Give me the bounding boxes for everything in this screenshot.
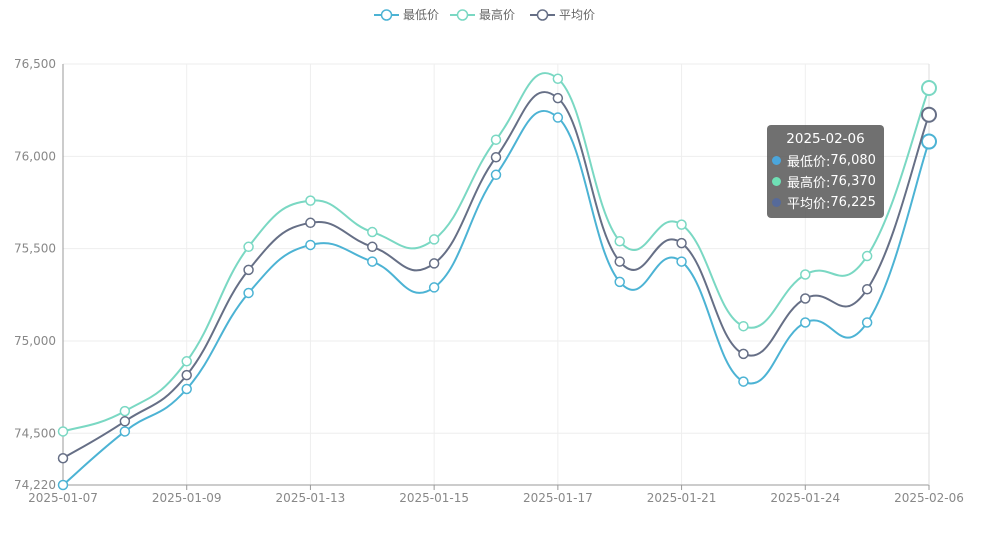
data-point[interactable]: [367, 256, 378, 267]
data-point[interactable]: [614, 276, 625, 288]
data-point[interactable]: [800, 317, 811, 328]
tooltip-title: 2025-02-06: [786, 131, 865, 147]
data-point[interactable]: [243, 241, 254, 253]
tooltip-label-low: 最低价:: [787, 155, 831, 170]
data-point[interactable]: [57, 479, 69, 491]
data-point[interactable]: [243, 264, 254, 276]
tooltip-value-avg: 76,225: [830, 195, 876, 210]
y-tick-label: 74,500: [14, 426, 56, 440]
data-point[interactable]: [428, 234, 440, 245]
x-tick-label: 2025-02-06: [894, 491, 964, 505]
legend-item-最高价[interactable]: 最高价: [450, 7, 515, 22]
legend-marker: [380, 9, 393, 21]
data-point[interactable]: [305, 195, 316, 206]
x-tick-label: 2025-01-24: [770, 491, 840, 505]
legend-marker: [456, 9, 469, 21]
data-point[interactable]: [738, 320, 749, 332]
legend-label: 最低价: [403, 8, 439, 22]
data-point[interactable]: [861, 317, 873, 328]
data-point[interactable]: [861, 284, 873, 295]
legend-item-最低价[interactable]: 最低价: [374, 8, 439, 22]
y-tick-label: 75,000: [14, 334, 56, 348]
tooltip-dot-avg: [772, 198, 781, 207]
tooltip-label-high: 最高价:: [787, 176, 831, 191]
data-point[interactable]: [738, 376, 749, 387]
data-point[interactable]: [676, 219, 687, 230]
axes: 74,220 74,500 75,000 75,500 76,000 76,500 2025…: [14, 57, 964, 505]
data-point[interactable]: [800, 293, 811, 304]
data-point[interactable]: [552, 112, 564, 123]
tooltip-value-low: 76,080: [830, 153, 876, 168]
series-line: [62, 72, 930, 433]
x-tick-label: 2025-01-09: [152, 491, 222, 505]
data-point[interactable]: [800, 269, 811, 280]
x-tick-label: 2025-01-21: [647, 491, 717, 505]
data-point[interactable]: [490, 169, 502, 181]
data-point[interactable]: [676, 237, 687, 249]
data-point[interactable]: [181, 356, 192, 367]
data-point[interactable]: [119, 405, 131, 417]
data-point[interactable]: [57, 426, 69, 437]
data-point[interactable]: [552, 92, 564, 104]
data-point[interactable]: [921, 133, 937, 150]
data-point[interactable]: [552, 73, 564, 85]
tooltip-row-avg: 平均价: 76,225: [772, 192, 884, 213]
data-point[interactable]: [367, 226, 378, 238]
data-point[interactable]: [305, 217, 316, 229]
y-tick-label: 76,000: [14, 149, 56, 163]
data-point[interactable]: [119, 426, 131, 437]
data-point[interactable]: [428, 282, 440, 293]
data-point[interactable]: [614, 256, 625, 267]
series-最低价: [57, 110, 937, 491]
legend-marker: [536, 9, 549, 21]
x-tick-label: 2025-01-17: [523, 491, 593, 505]
x-tick-label: 2025-01-13: [276, 491, 346, 505]
tooltip-label-avg: 平均价:: [787, 197, 831, 212]
data-point[interactable]: [57, 452, 69, 464]
data-point[interactable]: [305, 239, 316, 251]
tooltip: 2025-02-06 最低价: 76,080 最高价: 76,370 平均价: …: [767, 125, 884, 218]
series-最高价: [57, 72, 937, 437]
data-point[interactable]: [738, 348, 749, 360]
tooltip-dot-high: [772, 177, 781, 186]
data-point[interactable]: [119, 416, 131, 427]
tooltip-dot-low: [772, 156, 781, 165]
data-point[interactable]: [861, 250, 873, 262]
series-平均价: [57, 91, 937, 464]
data-point[interactable]: [181, 383, 192, 395]
legend-label: 平均价: [559, 8, 595, 22]
data-point[interactable]: [428, 258, 440, 269]
tooltip-row-high: 最高价: 76,370: [772, 171, 884, 192]
y-tick-label: 74,220: [14, 478, 56, 492]
tooltip-row-low: 最低价: 76,080: [772, 150, 884, 171]
data-point[interactable]: [367, 241, 378, 253]
legend-label: 最高价: [479, 7, 515, 22]
series-lines: [57, 72, 937, 491]
data-point[interactable]: [490, 134, 502, 145]
legend[interactable]: 最低价 最高价 平均价: [374, 7, 595, 22]
data-point[interactable]: [921, 106, 937, 123]
y-tick-label: 75,500: [14, 242, 56, 256]
legend-item-平均价[interactable]: 平均价: [530, 8, 595, 22]
data-point[interactable]: [490, 151, 502, 163]
data-point[interactable]: [243, 287, 254, 299]
tooltip-value-high: 76,370: [830, 174, 876, 189]
data-point[interactable]: [676, 256, 687, 267]
data-point[interactable]: [921, 80, 937, 97]
x-tick-label: 2025-01-07: [28, 491, 98, 505]
data-point[interactable]: [181, 369, 192, 381]
y-tick-label: 76,500: [14, 57, 56, 71]
data-point[interactable]: [614, 236, 625, 247]
x-tick-label: 2025-01-15: [399, 491, 469, 505]
